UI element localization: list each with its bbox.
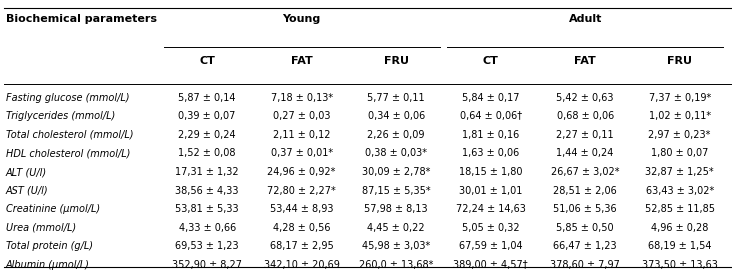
Text: 68,17 ± 2,95: 68,17 ± 2,95 [270, 241, 334, 251]
Text: 2,29 ± 0,24: 2,29 ± 0,24 [179, 130, 236, 140]
Text: ALT (U/l): ALT (U/l) [6, 167, 47, 177]
Text: 24,96 ± 0,92*: 24,96 ± 0,92* [267, 167, 336, 177]
Text: Triglycerides (mmol/L): Triglycerides (mmol/L) [6, 111, 115, 121]
Text: 69,53 ± 1,23: 69,53 ± 1,23 [176, 241, 239, 251]
Text: FAT: FAT [291, 56, 313, 66]
Text: Adult: Adult [569, 14, 602, 24]
Text: 378,60 ± 7,97: 378,60 ± 7,97 [550, 260, 620, 270]
Text: 0,68 ± 0,06: 0,68 ± 0,06 [556, 111, 614, 121]
Text: 63,43 ± 3,02*: 63,43 ± 3,02* [646, 186, 714, 196]
Text: 38,56 ± 4,33: 38,56 ± 4,33 [176, 186, 239, 196]
Text: 2,26 ± 0,09: 2,26 ± 0,09 [367, 130, 425, 140]
Text: CT: CT [482, 56, 498, 66]
Text: 57,98 ± 8,13: 57,98 ± 8,13 [365, 204, 428, 214]
Text: 1,52 ± 0,08: 1,52 ± 0,08 [179, 149, 236, 159]
Text: Urea (mmol/L): Urea (mmol/L) [6, 223, 76, 233]
Text: FRU: FRU [384, 56, 408, 66]
Text: 2,27 ± 0,11: 2,27 ± 0,11 [556, 130, 614, 140]
Text: 0,37 ± 0,01*: 0,37 ± 0,01* [271, 149, 333, 159]
Text: 68,19 ± 1,54: 68,19 ± 1,54 [648, 241, 712, 251]
Text: 0,34 ± 0,06: 0,34 ± 0,06 [367, 111, 425, 121]
Text: 45,98 ± 3,03*: 45,98 ± 3,03* [362, 241, 430, 251]
Text: 17,31 ± 1,32: 17,31 ± 1,32 [176, 167, 239, 177]
Text: 0,64 ± 0,06†: 0,64 ± 0,06† [460, 111, 522, 121]
Text: 5,87 ± 0,14: 5,87 ± 0,14 [179, 93, 236, 103]
Text: 2,11 ± 0,12: 2,11 ± 0,12 [273, 130, 330, 140]
Text: 51,06 ± 5,36: 51,06 ± 5,36 [553, 204, 617, 214]
Text: 352,90 ± 8,27: 352,90 ± 8,27 [172, 260, 242, 270]
Text: 7,37 ± 0,19*: 7,37 ± 0,19* [649, 93, 711, 103]
Text: 4,96 ± 0,28: 4,96 ± 0,28 [651, 223, 709, 233]
Text: 4,28 ± 0,56: 4,28 ± 0,56 [273, 223, 330, 233]
Text: 18,15 ± 1,80: 18,15 ± 1,80 [459, 167, 523, 177]
Text: 389,00 ± 4,57†: 389,00 ± 4,57† [453, 260, 528, 270]
Text: FRU: FRU [667, 56, 692, 66]
Text: CT: CT [199, 56, 215, 66]
Text: 26,67 ± 3,02*: 26,67 ± 3,02* [551, 167, 619, 177]
Text: 67,59 ± 1,04: 67,59 ± 1,04 [459, 241, 523, 251]
Text: 1,80 ± 0,07: 1,80 ± 0,07 [651, 149, 709, 159]
Text: Creatinine (μmol/L): Creatinine (μmol/L) [6, 204, 100, 214]
Text: Fasting glucose (mmol/L): Fasting glucose (mmol/L) [6, 93, 130, 103]
Text: Albumin (μmol/L): Albumin (μmol/L) [6, 260, 90, 270]
Text: 28,51 ± 2,06: 28,51 ± 2,06 [553, 186, 617, 196]
Text: 1,81 ± 0,16: 1,81 ± 0,16 [462, 130, 519, 140]
Text: FAT: FAT [575, 56, 596, 66]
Text: Total protein (g/L): Total protein (g/L) [6, 241, 93, 251]
Text: 72,24 ± 14,63: 72,24 ± 14,63 [456, 204, 526, 214]
Text: 4,45 ± 0,22: 4,45 ± 0,22 [367, 223, 425, 233]
Text: 53,44 ± 8,93: 53,44 ± 8,93 [270, 204, 334, 214]
Text: 53,81 ± 5,33: 53,81 ± 5,33 [176, 204, 239, 214]
Text: Total cholesterol (mmol/L): Total cholesterol (mmol/L) [6, 130, 133, 140]
Text: 5,05 ± 0,32: 5,05 ± 0,32 [462, 223, 520, 233]
Text: Young: Young [283, 14, 321, 24]
Text: 30,01 ± 1,01: 30,01 ± 1,01 [459, 186, 523, 196]
Text: 87,15 ± 5,35*: 87,15 ± 5,35* [362, 186, 430, 196]
Text: 373,50 ± 13,63: 373,50 ± 13,63 [642, 260, 717, 270]
Text: 5,84 ± 0,17: 5,84 ± 0,17 [462, 93, 520, 103]
Text: 0,39 ± 0,07: 0,39 ± 0,07 [179, 111, 236, 121]
Text: 342,10 ± 20,69: 342,10 ± 20,69 [264, 260, 340, 270]
Text: 7,18 ± 0,13*: 7,18 ± 0,13* [271, 93, 333, 103]
Text: 5,42 ± 0,63: 5,42 ± 0,63 [556, 93, 614, 103]
Text: 1,02 ± 0,11*: 1,02 ± 0,11* [649, 111, 711, 121]
Text: 2,97 ± 0,23*: 2,97 ± 0,23* [649, 130, 711, 140]
Text: 260,0 ± 13,68*: 260,0 ± 13,68* [359, 260, 433, 270]
Text: 1,44 ± 0,24: 1,44 ± 0,24 [556, 149, 614, 159]
Text: 0,27 ± 0,03: 0,27 ± 0,03 [273, 111, 330, 121]
Text: 0,38 ± 0,03*: 0,38 ± 0,03* [365, 149, 427, 159]
Text: Biochemical parameters: Biochemical parameters [6, 14, 157, 24]
Text: 5,85 ± 0,50: 5,85 ± 0,50 [556, 223, 614, 233]
Text: 72,80 ± 2,27*: 72,80 ± 2,27* [267, 186, 336, 196]
Text: 66,47 ± 1,23: 66,47 ± 1,23 [553, 241, 617, 251]
Text: 52,85 ± 11,85: 52,85 ± 11,85 [645, 204, 714, 214]
Text: 4,33 ± 0,66: 4,33 ± 0,66 [179, 223, 236, 233]
Text: 32,87 ± 1,25*: 32,87 ± 1,25* [646, 167, 714, 177]
Text: HDL cholesterol (mmol/L): HDL cholesterol (mmol/L) [6, 149, 130, 159]
Text: 1,63 ± 0,06: 1,63 ± 0,06 [462, 149, 519, 159]
Text: 5,77 ± 0,11: 5,77 ± 0,11 [367, 93, 425, 103]
Text: 30,09 ± 2,78*: 30,09 ± 2,78* [362, 167, 430, 177]
Text: AST (U/l): AST (U/l) [6, 186, 48, 196]
